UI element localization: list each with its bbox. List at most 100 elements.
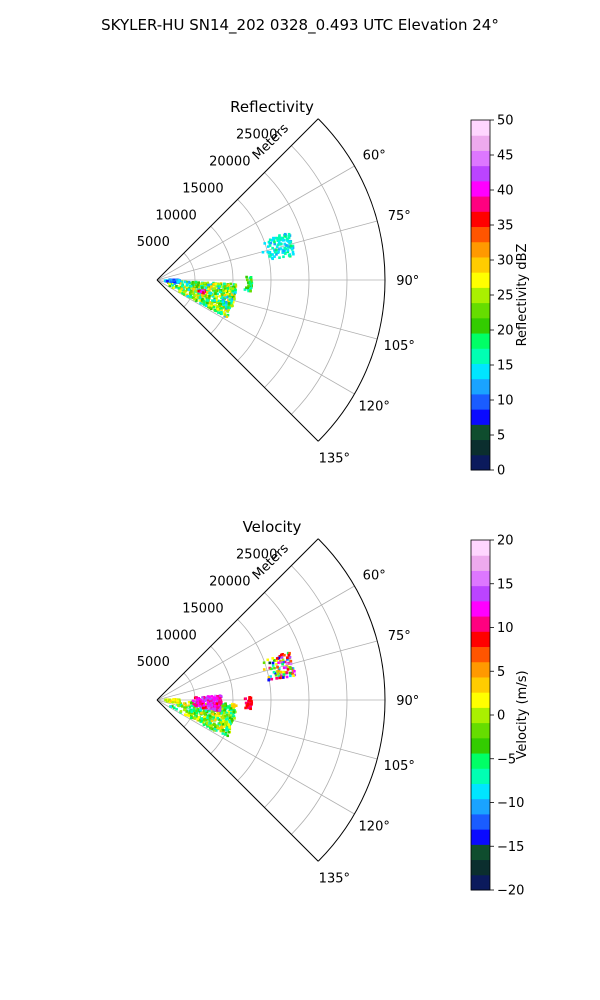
- data-point: [277, 667, 281, 671]
- data-point: [216, 712, 220, 715]
- data-point: [195, 704, 198, 707]
- data-point: [289, 244, 293, 248]
- polar-panel-0: Reflectivity500010000150002000025000Mete…: [137, 98, 530, 479]
- data-point: [208, 287, 212, 291]
- data-point: [279, 247, 283, 250]
- colorbar-label: Reflectivity dBZ: [515, 244, 530, 347]
- data-point: [212, 696, 215, 699]
- data-point: [227, 302, 231, 305]
- data-point: [201, 702, 204, 706]
- data-point: [193, 294, 196, 297]
- colorbar-segment: [471, 585, 490, 602]
- theta-tick-label: 135°: [319, 451, 350, 466]
- data-point: [198, 719, 201, 722]
- data-point: [248, 696, 252, 699]
- data-point: [278, 676, 282, 680]
- data-point: [223, 706, 227, 709]
- data-point: [219, 299, 223, 303]
- data-point: [188, 711, 191, 715]
- data-point: [272, 670, 276, 674]
- data-point: [220, 724, 223, 728]
- data-point: [178, 701, 181, 704]
- data-point: [210, 700, 213, 704]
- data-point: [170, 278, 174, 282]
- data-point: [183, 713, 187, 717]
- data-point: [277, 669, 280, 673]
- colorbar-tick-label: 30: [497, 254, 514, 269]
- data-point: [293, 669, 296, 673]
- data-point: [282, 660, 285, 664]
- data-point: [197, 294, 200, 298]
- data-point: [186, 288, 189, 291]
- data-point: [202, 303, 206, 306]
- data-point: [227, 308, 230, 311]
- colorbar-tick-label: 15: [497, 577, 514, 592]
- colorbar-segment: [471, 540, 490, 556]
- data-point: [268, 661, 272, 665]
- data-point: [209, 699, 213, 702]
- data-point: [215, 729, 218, 732]
- data-point: [225, 292, 229, 296]
- data-point: [249, 707, 252, 711]
- data-point: [202, 704, 206, 707]
- data-point: [187, 700, 191, 704]
- data-point: [220, 722, 223, 726]
- data-point: [278, 655, 282, 658]
- data-point: [216, 695, 219, 698]
- data-point: [283, 232, 287, 236]
- data-point: [198, 704, 202, 708]
- data-point: [277, 250, 280, 254]
- colorbar-tick-label: 20: [497, 324, 514, 339]
- sector-edge: [156, 118, 319, 281]
- data-point: [189, 701, 193, 705]
- data-point: [208, 306, 212, 310]
- data-point: [187, 288, 191, 291]
- data-point: [261, 250, 265, 254]
- colorbar-segment: [471, 150, 490, 167]
- panel-title: Velocity: [243, 518, 302, 536]
- data-point: [234, 290, 237, 294]
- data-point: [276, 243, 280, 247]
- colorbar-segment: [471, 646, 490, 663]
- panel-title: Reflectivity: [230, 98, 314, 116]
- data-point: [249, 704, 253, 708]
- data-point: [245, 286, 248, 290]
- data-point: [192, 292, 196, 296]
- data-point: [209, 283, 212, 287]
- data-point: [231, 300, 235, 304]
- data-point: [230, 304, 233, 308]
- data-point: [270, 677, 274, 681]
- data-point: [199, 290, 203, 294]
- data-point: [228, 718, 232, 721]
- data-point: [224, 289, 228, 293]
- data-point: [286, 668, 290, 671]
- data-point: [275, 657, 279, 660]
- data-point: [171, 705, 174, 708]
- data-point: [192, 702, 196, 706]
- data-point: [224, 307, 228, 310]
- data-point: [220, 726, 224, 729]
- colorbar-tick-label: −20: [497, 884, 524, 899]
- data-point: [287, 236, 291, 239]
- data-point: [210, 695, 214, 698]
- data-point: [217, 718, 221, 721]
- colorbar-segment: [471, 241, 490, 258]
- data-point: [224, 702, 227, 706]
- data-point: [214, 282, 218, 286]
- data-point: [225, 722, 229, 725]
- data-point: [266, 658, 270, 662]
- data-point: [233, 297, 236, 301]
- data-point: [222, 306, 226, 309]
- theta-tick-label: 75°: [388, 629, 411, 644]
- data-point: [216, 706, 219, 709]
- data-point: [204, 715, 208, 719]
- data-point: [216, 299, 220, 303]
- data-point: [230, 293, 234, 296]
- data-point: [183, 706, 187, 709]
- data-point: [275, 676, 279, 680]
- data-point: [276, 672, 280, 676]
- colorbar-tick-label: 45: [497, 149, 514, 164]
- data-point: [272, 659, 276, 662]
- data-point: [249, 278, 253, 281]
- data-point: [210, 711, 214, 714]
